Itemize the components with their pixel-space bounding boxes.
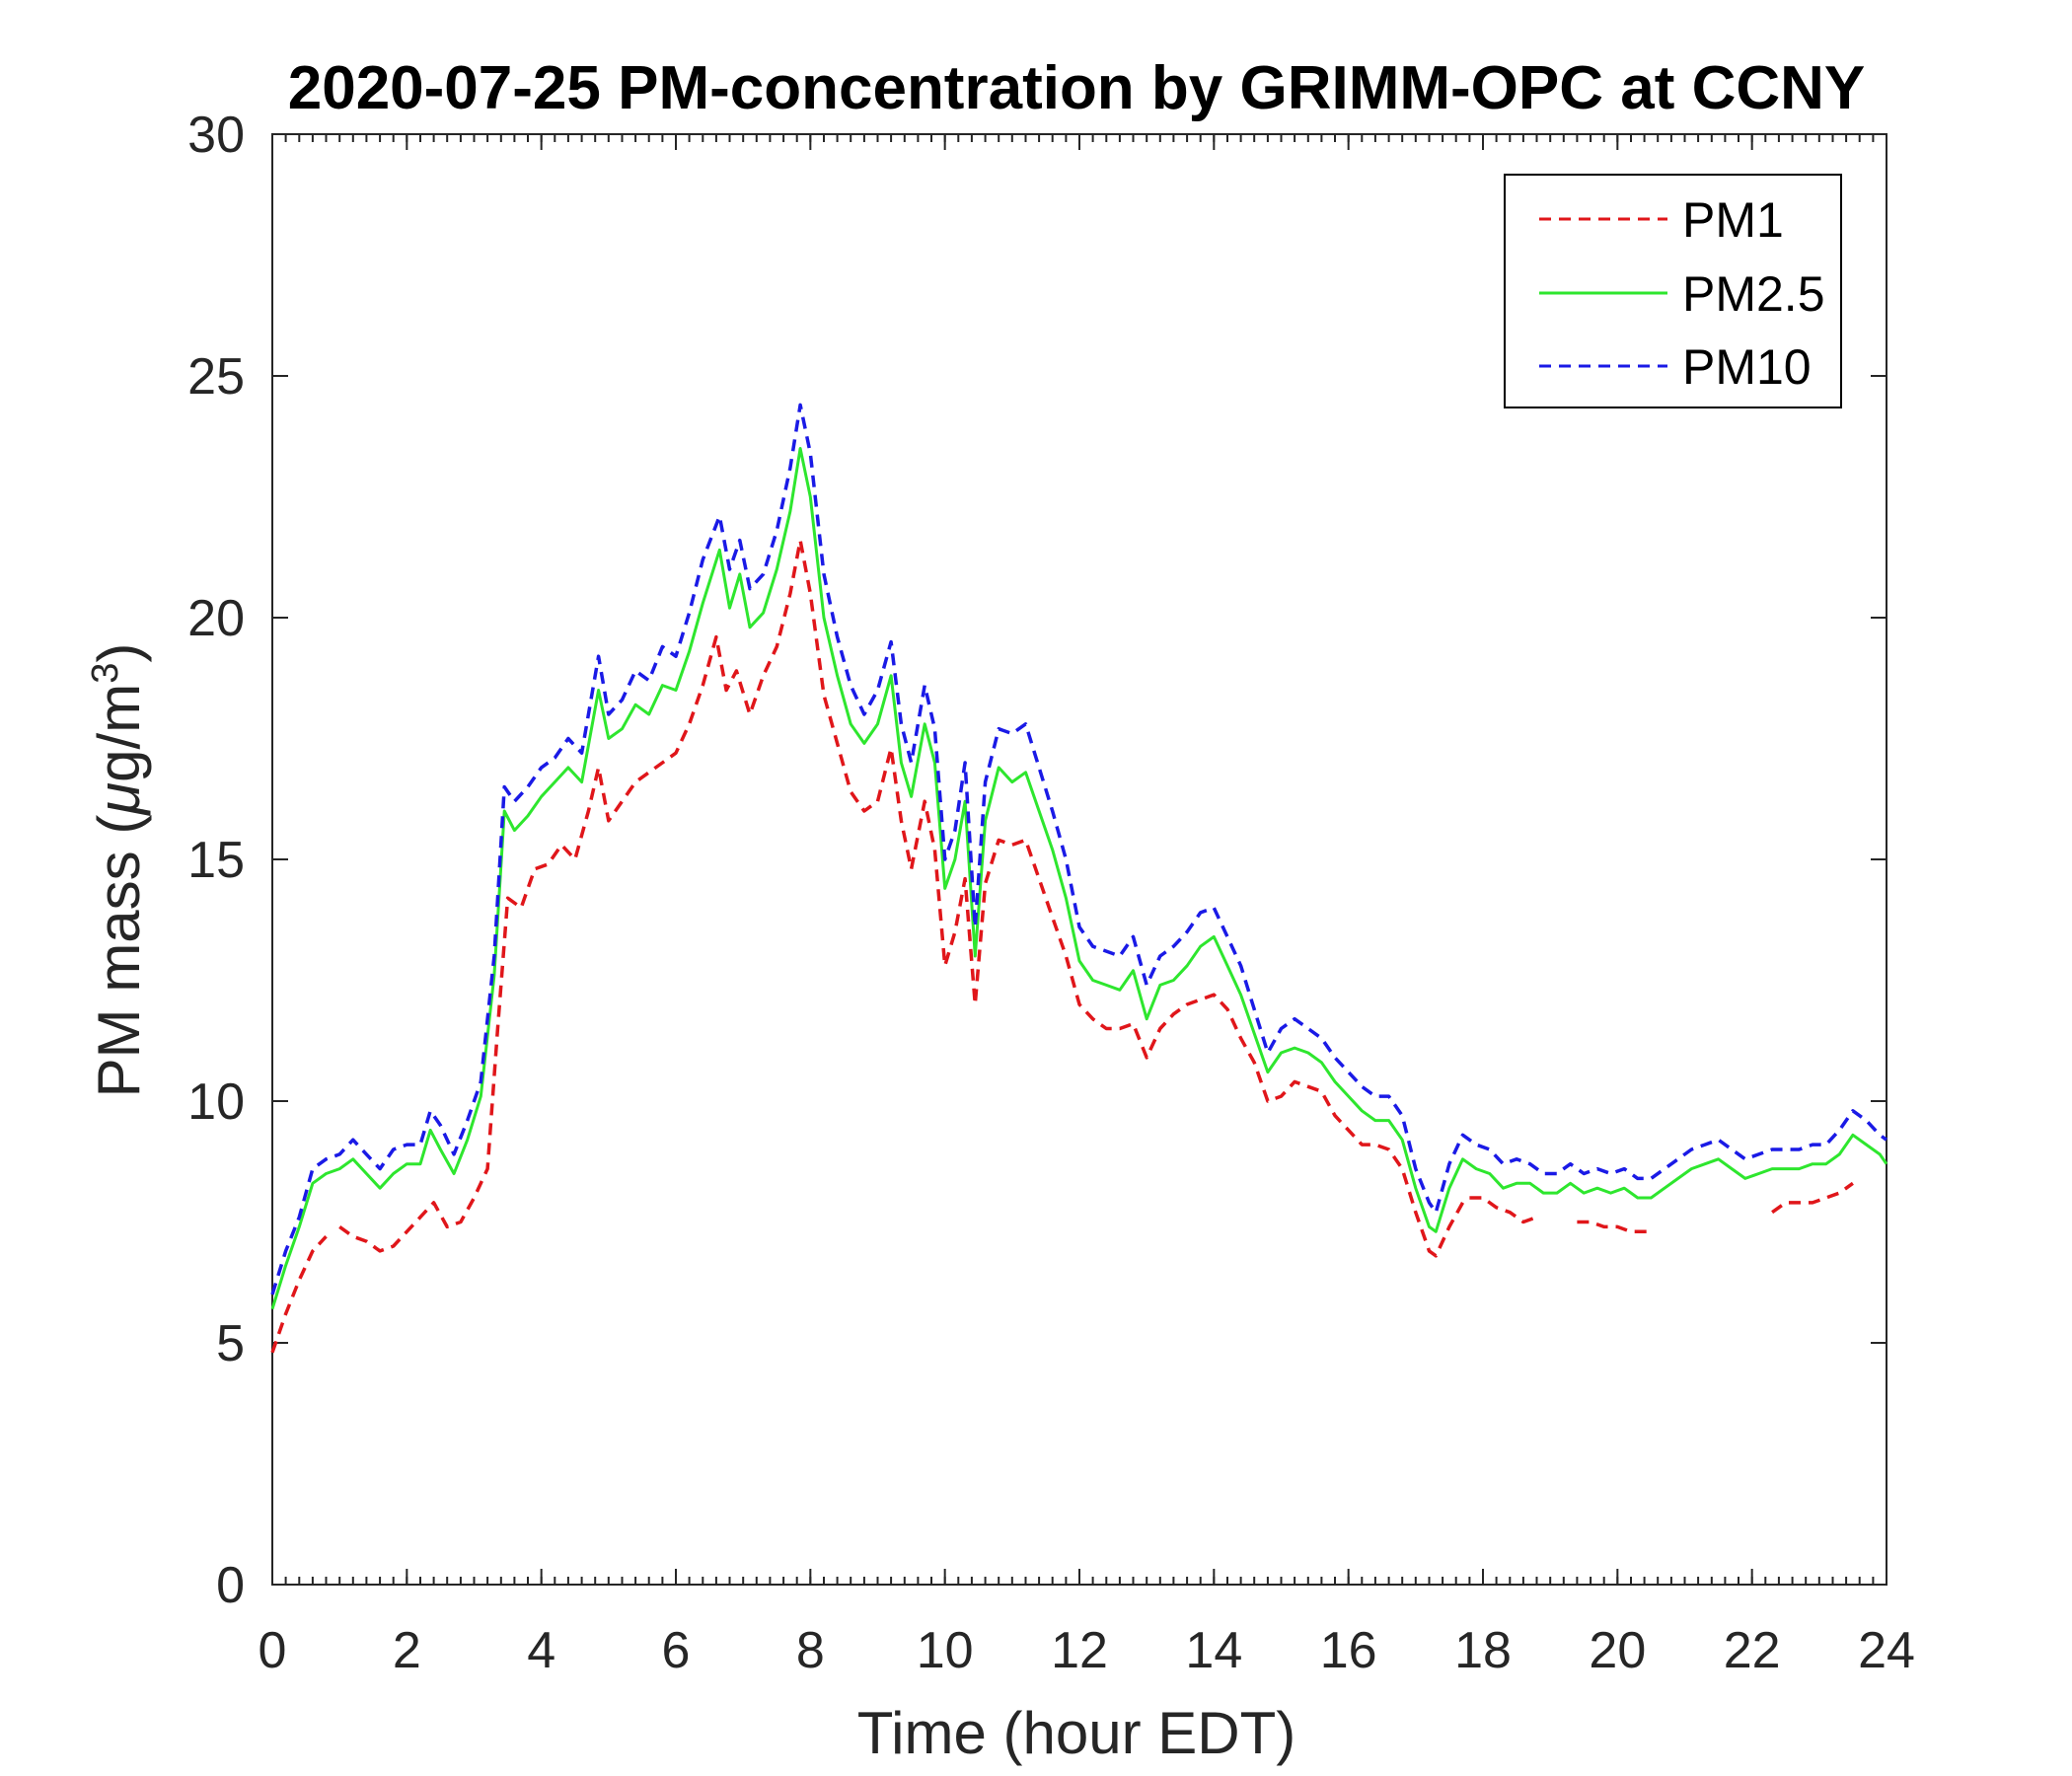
series-line: [338, 538, 1465, 1258]
series-pm2-5: [270, 447, 1888, 1310]
x-tick-label: 20: [1589, 1622, 1646, 1679]
series-line: [1771, 1181, 1854, 1215]
legend-box: [1504, 174, 1842, 408]
x-tick-label: 12: [1051, 1622, 1108, 1679]
chart-title: 2020-07-25 PM-concentration by GRIMM-OPC…: [288, 54, 1866, 122]
x-tick-label: 24: [1858, 1622, 1915, 1679]
series-layer: [270, 403, 1888, 1354]
x-tick-labels: 0 2 4 6 8 10 12 14 16 18 20 22 24: [259, 1622, 1915, 1679]
series-line: [270, 403, 1888, 1295]
legend-label: PM1: [1682, 192, 1784, 248]
x-tick-label: 4: [527, 1622, 555, 1679]
series-line: [270, 447, 1888, 1310]
series-pm10: [270, 403, 1888, 1295]
y-axis-title-main: PM mass (: [86, 815, 152, 1098]
series-line: [270, 1235, 328, 1354]
series-line: [1577, 1220, 1652, 1234]
y-tick-label: 25: [187, 348, 245, 406]
x-tick-label: 2: [393, 1622, 421, 1679]
y-tick-label: 30: [187, 107, 245, 164]
y-tick-labels: 0 5 10 15 20 25 30: [187, 107, 245, 1614]
series-line: [1469, 1196, 1538, 1224]
x-axis-title: Time (hour EDT): [857, 1700, 1296, 1766]
y-tick-label: 15: [187, 832, 245, 889]
y-tick-label: 20: [187, 590, 245, 647]
y-tick-label: 0: [216, 1557, 245, 1614]
y-tick-label: 5: [216, 1315, 245, 1372]
major-ticks: [271, 133, 1887, 1586]
legend-entries: PM1 PM2.5 PM10: [1539, 192, 1825, 395]
y-axis-title-close: ): [86, 643, 152, 663]
x-tick-label: 8: [796, 1622, 825, 1679]
legend-label: PM2.5: [1682, 266, 1825, 322]
x-tick-label: 10: [917, 1622, 974, 1679]
x-tick-label: 0: [259, 1622, 287, 1679]
y-tick-label: 10: [187, 1073, 245, 1131]
legend: PM1 PM2.5 PM10: [1504, 174, 1842, 408]
x-tick-label: 14: [1185, 1622, 1242, 1679]
x-tick-label: 16: [1320, 1622, 1377, 1679]
y-axis-title: PM mass (μg/m3): [85, 643, 152, 1098]
y-axis-title-superscript: 3: [85, 663, 126, 684]
x-tick-label: 22: [1724, 1622, 1781, 1679]
legend-label: PM10: [1682, 339, 1812, 395]
series-pm1: [270, 538, 1854, 1354]
x-tick-label: 6: [662, 1622, 691, 1679]
y-axis-title-mu: μ: [86, 782, 152, 817]
x-tick-label: 18: [1454, 1622, 1512, 1679]
y-axis-title-unit: g/m: [86, 684, 152, 782]
